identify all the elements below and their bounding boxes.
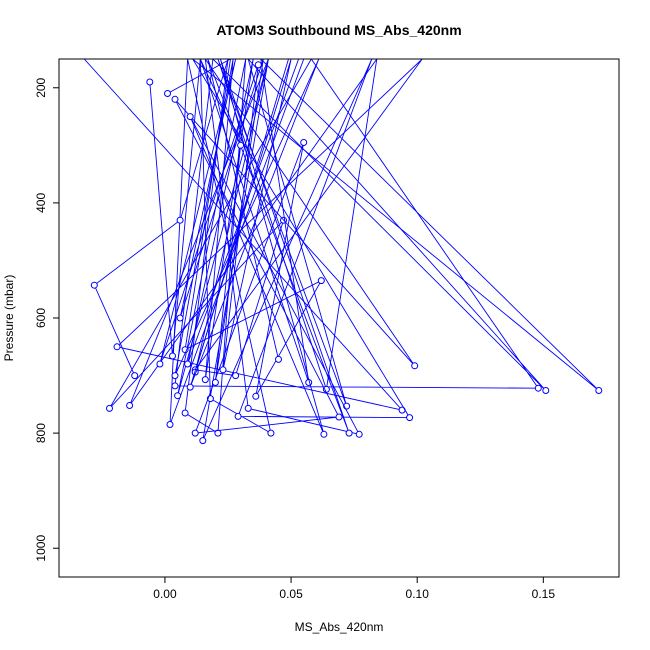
data-point bbox=[345, 429, 353, 437]
data-point bbox=[186, 383, 194, 391]
data-point bbox=[171, 372, 179, 380]
data-point bbox=[411, 362, 419, 370]
data-point bbox=[164, 90, 171, 97]
data-point bbox=[174, 392, 182, 400]
data-point bbox=[201, 376, 209, 384]
y-tick-label: 400 bbox=[34, 193, 48, 213]
data-point bbox=[171, 95, 179, 103]
chart-title: ATOM3 Southbound MS_Abs_420nm bbox=[216, 22, 461, 38]
data-point bbox=[131, 372, 139, 380]
y-axis: 200 400 600 800 1000 bbox=[34, 77, 60, 562]
data-point bbox=[406, 414, 414, 422]
data-point bbox=[237, 141, 245, 149]
data-point bbox=[320, 430, 328, 438]
x-tick-label: 0.05 bbox=[279, 587, 303, 601]
data-point bbox=[254, 61, 262, 69]
data-point bbox=[234, 412, 242, 420]
y-tick-label: 1000 bbox=[34, 535, 48, 562]
data-point bbox=[595, 387, 603, 394]
x-axis: 0.00 0.05 0.10 0.15 bbox=[153, 576, 556, 601]
data-point bbox=[90, 281, 98, 289]
x-tick-label: 0.10 bbox=[406, 587, 430, 601]
data-point bbox=[181, 409, 189, 417]
data-point bbox=[146, 78, 154, 86]
x-axis-label: MS_Abs_420nm bbox=[295, 620, 384, 634]
plot-frame bbox=[58, 58, 620, 578]
x-tick-label: 0.15 bbox=[532, 587, 556, 601]
data-point bbox=[214, 429, 222, 437]
data-point bbox=[106, 404, 113, 412]
data-point bbox=[300, 139, 308, 146]
data-point bbox=[113, 343, 121, 351]
data-point bbox=[176, 314, 184, 322]
data-point bbox=[211, 379, 219, 386]
data-point bbox=[166, 421, 174, 428]
series-line-4 bbox=[149, 59, 320, 388]
y-axis-label: Pressure (mbar) bbox=[2, 275, 16, 362]
data-point bbox=[199, 437, 207, 445]
data-point bbox=[275, 355, 282, 363]
y-tick-label: 800 bbox=[34, 423, 48, 443]
series-line-2 bbox=[93, 59, 600, 441]
data-point bbox=[176, 216, 184, 224]
y-tick-label: 200 bbox=[34, 77, 48, 97]
data-point bbox=[252, 392, 260, 400]
data-point bbox=[335, 413, 343, 421]
data-point bbox=[534, 384, 542, 392]
data-point bbox=[267, 429, 275, 437]
data-point bbox=[169, 352, 176, 360]
data-point bbox=[355, 430, 363, 438]
data-point bbox=[184, 360, 192, 368]
x-tick-label: 0.00 bbox=[153, 587, 177, 601]
data-point bbox=[542, 387, 550, 394]
data-point bbox=[171, 382, 179, 390]
y-tick-label: 600 bbox=[34, 308, 48, 328]
data-point bbox=[244, 404, 252, 412]
data-point bbox=[219, 366, 227, 374]
data-point bbox=[126, 402, 134, 409]
data-point bbox=[156, 360, 164, 368]
data-point bbox=[191, 429, 199, 437]
data-point bbox=[317, 277, 325, 285]
data-point bbox=[232, 372, 240, 380]
plot-area bbox=[83, 59, 603, 445]
data-point bbox=[186, 113, 194, 121]
